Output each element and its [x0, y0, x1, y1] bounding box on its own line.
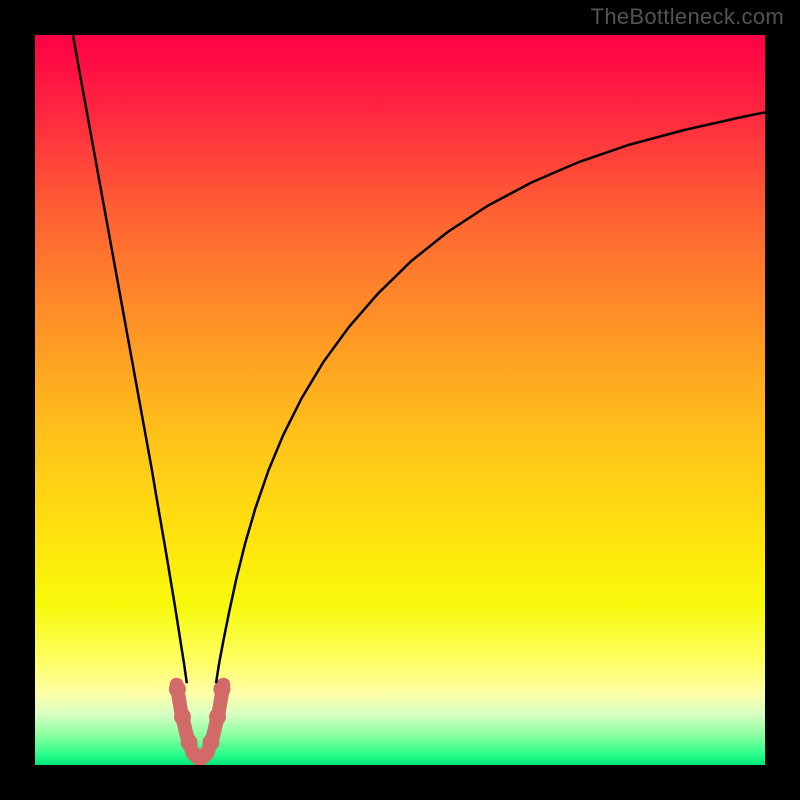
curve-layer: [35, 35, 765, 765]
watermark-text: TheBottleneck.com: [591, 4, 784, 30]
plot-area: [35, 35, 765, 765]
valley-dot: [174, 708, 191, 725]
valley-dot: [202, 734, 219, 751]
valley-dots: [169, 681, 231, 765]
valley-dot: [191, 748, 208, 765]
valley-dot: [209, 708, 226, 725]
valley-dot: [181, 734, 198, 751]
valley-dot: [169, 681, 186, 698]
curve-left-branch: [73, 35, 187, 683]
curve-right-branch: [216, 112, 765, 683]
chart-container: TheBottleneck.com: [0, 0, 800, 800]
